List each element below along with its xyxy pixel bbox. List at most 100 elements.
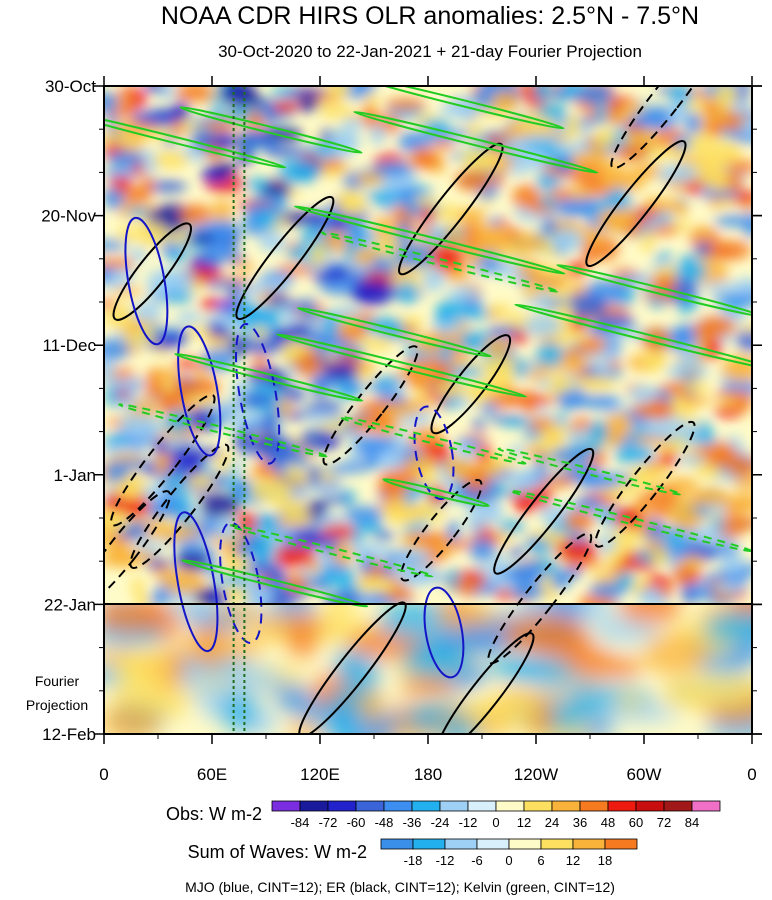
obs-blob <box>701 86 719 96</box>
obs-blob <box>555 539 599 562</box>
obs-blob <box>655 251 673 262</box>
obs-blob <box>104 381 121 408</box>
proj-blob <box>116 650 174 688</box>
obs-blob <box>604 551 621 567</box>
obs-blob <box>319 432 342 449</box>
obs-colorbar-tick-label: 24 <box>545 815 559 830</box>
obs-blob <box>104 168 137 179</box>
obs-blob <box>469 538 496 562</box>
obs-blob <box>589 582 626 598</box>
proj-blob <box>501 613 585 654</box>
obs-blob <box>681 379 710 393</box>
kelvin-contour <box>497 447 682 496</box>
obs-blob <box>627 112 667 128</box>
waves-colorbar-swatch <box>476 838 510 850</box>
obs-blob <box>693 432 718 446</box>
obs-blob <box>716 447 734 462</box>
obs-blob <box>164 293 194 304</box>
obs-blob <box>597 163 627 188</box>
obs-blob <box>162 375 178 394</box>
obs-blob <box>348 542 391 562</box>
obs-blob <box>372 161 413 178</box>
obs-blob <box>273 544 316 569</box>
x-tick-label: 0 <box>99 765 108 784</box>
proj-blob <box>460 695 544 727</box>
obs-blob <box>210 200 234 225</box>
contour-legend-footer: MJO (blue, CINT=12); ER (black, CINT=12)… <box>185 879 615 895</box>
obs-blob <box>119 412 161 439</box>
chart-title: NOAA CDR HIRS OLR anomalies: 2.5°N - 7.5… <box>161 2 699 30</box>
proj-blob <box>230 665 283 694</box>
obs-colorbar-label: Obs: W m-2 <box>166 804 262 824</box>
obs-blob <box>188 408 211 427</box>
obs-blob <box>329 86 352 97</box>
obs-blob <box>244 560 284 576</box>
obs-blob <box>645 216 660 230</box>
obs-blob <box>483 355 520 382</box>
obs-blob <box>488 217 502 226</box>
obs-blob <box>253 352 266 374</box>
obs-blob <box>490 554 510 573</box>
obs-blob <box>590 570 607 580</box>
obs-blob <box>550 570 571 591</box>
obs-colorbar-swatch <box>327 800 357 812</box>
obs-colorbar-tick-label: 60 <box>629 815 643 830</box>
obs-blob <box>359 554 373 575</box>
obs-blob <box>104 461 129 483</box>
kelvin-contour <box>296 307 492 358</box>
obs-blob <box>667 526 685 548</box>
obs-blob <box>372 375 404 387</box>
obs-colorbar-swatch <box>579 800 609 812</box>
obs-blob <box>126 206 149 217</box>
obs-blob <box>572 496 604 512</box>
proj-blob <box>143 684 192 719</box>
obs-blob <box>179 123 202 132</box>
obs-blob <box>251 279 291 292</box>
obs-blob <box>413 195 439 206</box>
projection-label-line-2: Projection <box>26 697 88 713</box>
proj-blob <box>642 632 708 677</box>
obs-blob <box>216 516 239 541</box>
obs-blob <box>234 512 258 534</box>
obs-blob <box>450 355 478 369</box>
er-contour <box>487 532 593 665</box>
obs-blob <box>487 304 515 313</box>
obs-colorbar-swatch <box>439 800 469 812</box>
obs-colorbar-swatch <box>551 800 581 812</box>
obs-blob <box>498 519 526 534</box>
obs-blob <box>199 493 241 518</box>
proj-blob <box>104 703 162 734</box>
obs-blob <box>328 463 373 473</box>
obs-blob <box>707 240 751 261</box>
obs-blob <box>604 431 625 447</box>
obs-blob <box>186 233 217 244</box>
obs-blob <box>472 419 486 431</box>
obs-blob <box>394 550 433 563</box>
obs-blob <box>723 493 752 514</box>
obs-blob <box>614 443 655 465</box>
waves-colorbar-swatch <box>540 838 574 850</box>
obs-blob <box>162 568 205 595</box>
mjo-contour <box>177 325 222 457</box>
kelvin-contour <box>275 333 528 398</box>
obs-blob <box>171 120 186 137</box>
kelvin-contour <box>556 263 752 318</box>
obs-colorbar-tick-label: -36 <box>403 815 422 830</box>
obs-blob <box>726 455 752 478</box>
obs-blob <box>564 292 607 319</box>
obs-blob <box>128 400 162 416</box>
obs-blob <box>302 411 341 423</box>
obs-blob <box>338 315 359 334</box>
obs-colorbar-tick-label: 48 <box>601 815 615 830</box>
obs-blob <box>273 99 298 115</box>
obs-blob <box>705 337 722 360</box>
proj-blob <box>344 654 381 696</box>
obs-blob <box>220 86 257 105</box>
obs-blob <box>684 181 704 195</box>
obs-blob <box>575 338 607 354</box>
obs-blob <box>677 454 707 466</box>
waves-colorbar-tick-label: -18 <box>404 853 423 868</box>
waves-colorbar: Sum of Waves: W m-2 -18 -12 -6 0 6 12 18 <box>188 838 638 868</box>
obs-colorbar-swatch <box>495 800 525 812</box>
obs-blob <box>536 407 552 416</box>
